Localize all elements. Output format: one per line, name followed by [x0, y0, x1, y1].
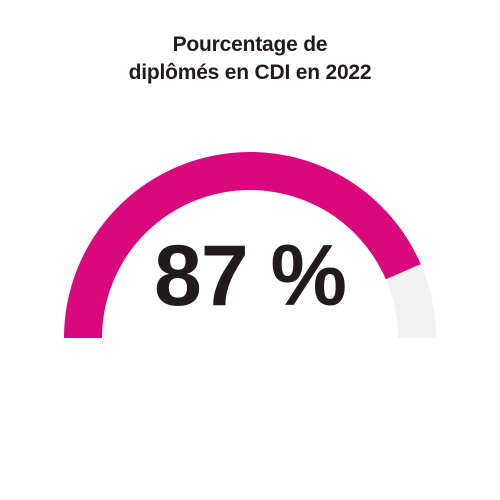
- chart-title-line-1: Pourcentage de: [172, 33, 328, 56]
- chart-title: Pourcentage de diplômés en CDI en 2022: [0, 31, 500, 87]
- chart-title-line-2: diplômés en CDI en 2022: [128, 61, 372, 84]
- gauge-fill-bar: [64, 152, 421, 339]
- gauge-value-label: 87 %: [153, 228, 347, 324]
